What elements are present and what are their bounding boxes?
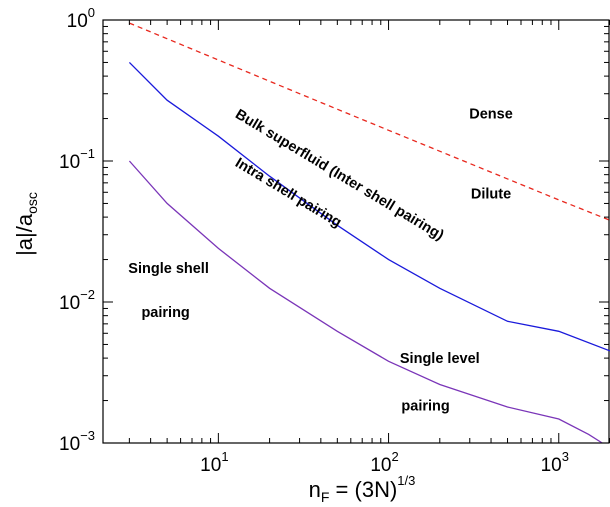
region-label: Single level <box>400 351 480 367</box>
plot-frame <box>102 19 610 444</box>
ticks: 101 102 103 100 10−1 10−2 10−3 <box>59 5 610 476</box>
region-label: Dense <box>469 107 513 123</box>
region-label: pairing <box>401 399 449 415</box>
series-line-2 <box>128 61 610 352</box>
region-label: pairing <box>141 305 189 321</box>
x-tick-label: 103 <box>541 449 569 476</box>
y-tick-label: 100 <box>67 5 95 32</box>
x-tick-label: 102 <box>370 449 398 476</box>
y-tick-label: 10−1 <box>59 146 95 173</box>
region-label: Dilute <box>471 187 511 203</box>
y-tick-label: 10−3 <box>59 428 95 455</box>
x-axis-title: nF = (3N)1/3 <box>309 473 416 505</box>
series-line-3 <box>128 160 603 444</box>
y-tick-label: 10−2 <box>59 287 95 314</box>
region-label: Single shell <box>128 261 209 277</box>
series-line-1 <box>129 22 610 221</box>
y-axis-title: |a|/aosc <box>12 192 40 256</box>
series-layer <box>128 22 610 444</box>
x-tick-label: 101 <box>200 449 228 476</box>
plot-border <box>102 19 610 444</box>
